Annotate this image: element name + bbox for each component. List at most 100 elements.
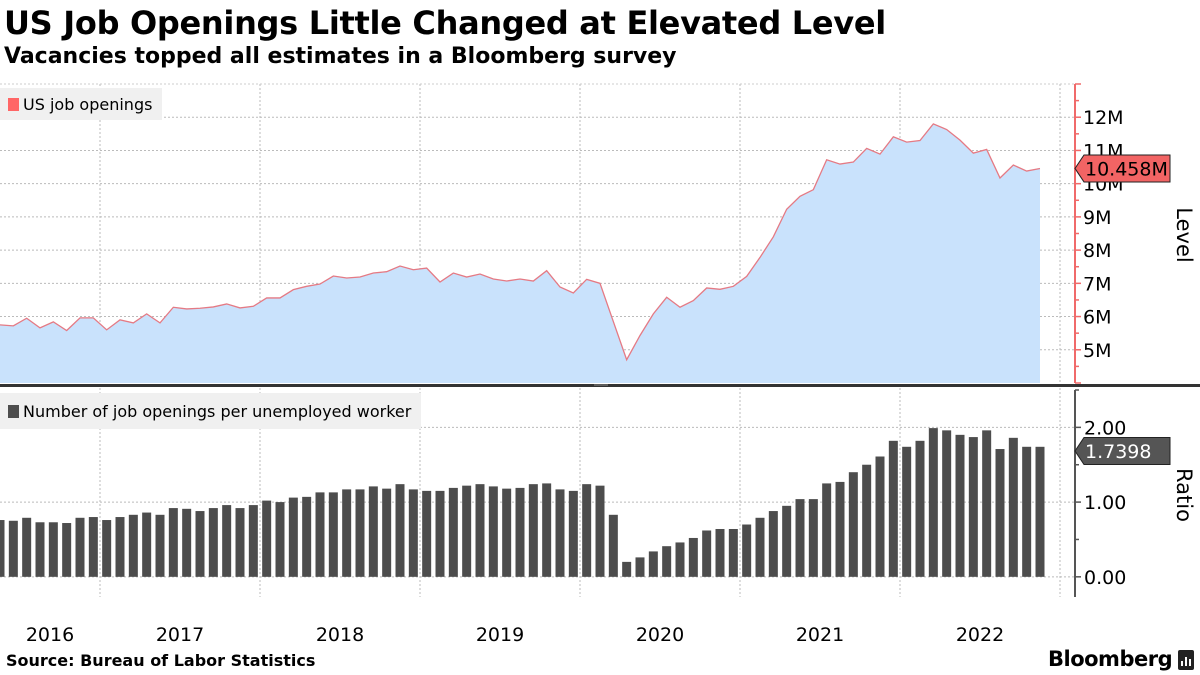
ratio-bar-2020-08 (675, 542, 685, 577)
chart-subtitle: Vacancies topped all estimates in a Bloo… (4, 44, 677, 69)
legend-label-level: US job openings (23, 94, 153, 114)
x-tick-label-2017: 2017 (156, 624, 204, 646)
legend-ratio: Number of job openings per unemployed wo… (0, 393, 422, 429)
level-tick-label: 6M (1083, 307, 1111, 329)
ratio-tick-label: 1.00 (1084, 492, 1126, 514)
ratio-bar-2016-12 (88, 517, 98, 577)
ratio-bar-2020-05 (635, 557, 645, 577)
ratio-bar-2020-06 (648, 551, 658, 577)
ratio-bar-2019-06 (488, 486, 498, 577)
ratio-bar-2019-09 (528, 484, 538, 577)
x-tick-label-2018: 2018 (316, 624, 364, 646)
ratio-bar-2019-10 (542, 483, 552, 577)
ratio-bar-2018-05 (315, 492, 325, 577)
ratio-bar-2020-04 (622, 561, 632, 577)
ratio-bar-2020-07 (662, 546, 672, 577)
ratio-bar-2018-07 (342, 489, 352, 577)
ratio-bar-2022-05 (955, 434, 965, 577)
level-tick-label: 12M (1083, 107, 1124, 129)
ratio-bar-2021-04 (782, 505, 792, 577)
ratio-bar-2021-03 (768, 511, 778, 577)
level-tick-label: 9M (1083, 207, 1111, 229)
ratio-bar-2019-11 (555, 489, 565, 577)
ratio-bar-2019-12 (568, 490, 578, 577)
ratio-bar-2019-05 (475, 484, 485, 577)
ratio-bar-2017-06 (168, 508, 178, 577)
ratio-bar-2020-12 (728, 528, 738, 577)
level-tick-label: 7M (1083, 273, 1111, 295)
ratio-bar-2018-02 (275, 502, 285, 577)
ratio-bar-2019-03 (448, 487, 458, 577)
ratio-bar-2017-05 (155, 514, 165, 577)
ratio-bar-2020-11 (715, 528, 725, 577)
ratio-bar-2021-06 (808, 499, 818, 577)
ratio-bar-2022-02 (915, 440, 925, 577)
ratio-bar-2018-06 (328, 492, 338, 577)
ratio-bar-2020-10 (702, 530, 712, 577)
ratio-bar-2016-11 (75, 517, 85, 577)
ratio-bar-2019-01 (422, 490, 432, 577)
ratio-bar-2017-04 (142, 512, 152, 577)
ratio-bar-2016-07 (22, 517, 32, 577)
ratio-bar-2016-09 (48, 522, 58, 577)
ratio-bar-2018-04 (302, 496, 312, 577)
ratio-bar-2017-10 (222, 505, 232, 577)
ratio-axis-title: Ratio (1172, 468, 1196, 522)
ratio-bar-2019-07 (502, 488, 512, 577)
level-last-value-box (1074, 154, 1171, 183)
x-tick-label-2022: 2022 (956, 624, 1004, 646)
ratio-bar-2018-10 (382, 488, 392, 577)
source-note: Source: Bureau of Labor Statistics (6, 651, 316, 670)
legend-label-ratio: Number of job openings per unemployed wo… (23, 401, 412, 421)
x-tick-label-2019: 2019 (476, 624, 524, 646)
ratio-bar-2021-12 (888, 440, 898, 577)
x-tick-label-2020: 2020 (636, 624, 684, 646)
ratio-bar-2018-01 (262, 500, 272, 577)
ratio-bar-2017-01 (102, 520, 112, 577)
x-tick-label-2016: 2016 (26, 624, 74, 646)
legend-swatch-level (8, 97, 19, 111)
ratio-last-value-box (1074, 437, 1171, 465)
chart-title: US Job Openings Little Changed at Elevat… (4, 4, 886, 42)
bloomberg-terminal-icon (1178, 650, 1194, 670)
ratio-bar-2022-09 (1008, 437, 1018, 577)
ratio-bar-2019-04 (462, 485, 472, 577)
ratio-bar-2017-02 (115, 517, 125, 577)
ratio-bar-2021-05 (795, 499, 805, 577)
ratio-bar-2020-09 (688, 537, 698, 577)
ratio-bar-2017-08 (195, 511, 205, 577)
panel-resize-handle (594, 384, 608, 386)
level-area (0, 123, 1040, 383)
ratio-bar-2017-11 (235, 508, 245, 577)
ratio-bar-2022-08 (995, 449, 1005, 577)
ratio-bar-2017-09 (208, 508, 218, 577)
level-last-value-label: 10.458M (1085, 158, 1168, 180)
ratio-bar-2021-08 (835, 481, 845, 577)
ratio-bar-2018-11 (395, 484, 405, 577)
ratio-bar-2018-08 (355, 489, 365, 577)
ratio-bar-2019-02 (435, 490, 445, 577)
legend-swatch-ratio (8, 404, 19, 418)
ratio-bar-2022-07 (982, 430, 992, 577)
x-tick-label-2021: 2021 (796, 624, 844, 646)
legend-level: US job openings (0, 88, 163, 120)
ratio-tick-label: 2.00 (1084, 417, 1126, 439)
ratio-bar-2016-10 (62, 523, 72, 577)
ratio-bar-2020-03 (608, 514, 618, 577)
ratio-bar-2022-03 (928, 428, 938, 577)
level-tick-label: 8M (1083, 240, 1111, 262)
ratio-bar-2018-03 (288, 497, 298, 577)
ratio-bar-2016-05 (0, 520, 5, 577)
ratio-bar-2020-02 (595, 485, 605, 577)
ratio-last-value-label: 1.7398 (1085, 441, 1151, 463)
ratio-bar-2016-08 (35, 522, 45, 577)
ratio-bar-2021-10 (862, 464, 872, 577)
ratio-tick-label: 0.00 (1084, 567, 1126, 589)
ratio-bar-2018-12 (408, 489, 418, 577)
ratio-bar-2020-01 (582, 484, 592, 577)
ratio-bar-2017-07 (182, 508, 192, 577)
ratio-bar-2016-06 (8, 520, 18, 577)
ratio-bar-2021-01 (742, 524, 752, 577)
ratio-bar-2022-10 (1022, 446, 1032, 577)
